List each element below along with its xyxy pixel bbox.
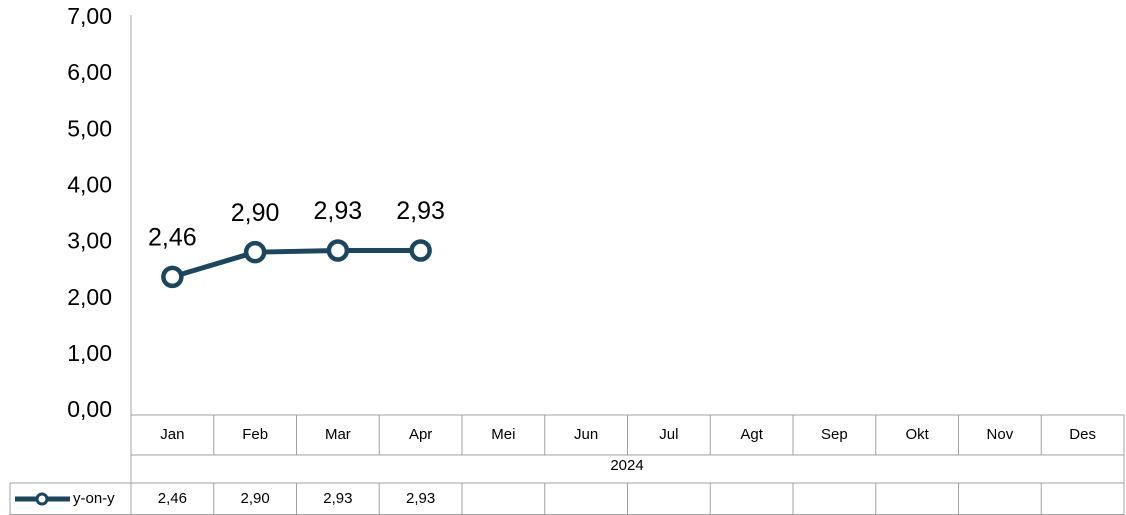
x-tick-label: Okt (905, 426, 929, 443)
y-tick-label: 5,00 (67, 115, 112, 141)
table-value: 2,93 (406, 490, 435, 507)
data-point (161, 265, 184, 289)
group-label: 2024 (610, 457, 643, 474)
x-tick-label: Mei (491, 426, 515, 443)
x-tick-label: Apr (409, 426, 432, 443)
x-tick-label: Mar (325, 426, 351, 443)
data-point (243, 240, 267, 264)
table-value: 2,93 (323, 490, 352, 507)
y-tick-label: 0,00 (67, 396, 112, 422)
x-tick-label: Jun (574, 426, 598, 443)
x-tick-label: Feb (242, 426, 268, 443)
table-value: 2,46 (158, 490, 187, 507)
data-label: 2,93 (396, 197, 445, 225)
x-tick-label: Jan (160, 426, 184, 443)
y-tick-label: 6,00 (67, 59, 112, 85)
data-label: 2,46 (148, 223, 197, 251)
y-tick-label: 1,00 (67, 340, 112, 366)
data-point (326, 239, 350, 262)
y-tick-label: 2,00 (67, 284, 112, 310)
legend-label: y-on-y (73, 490, 115, 507)
x-tick-label: Des (1069, 426, 1096, 443)
table-value: 2,90 (241, 490, 270, 507)
x-tick-label: Jul (659, 426, 678, 443)
x-tick-label: Agt (740, 426, 763, 443)
series-line (171, 248, 421, 280)
y-tick-label: 7,00 (67, 3, 112, 29)
y-tick-label: 3,00 (67, 228, 112, 254)
data-point (409, 239, 432, 262)
y-tick-label: 4,00 (67, 172, 112, 198)
data-label: 2,90 (231, 199, 280, 227)
data-label: 2,93 (314, 197, 363, 225)
x-tick-label: Nov (987, 426, 1014, 443)
x-tick-label: Sep (821, 426, 848, 443)
legend-marker (35, 492, 49, 506)
